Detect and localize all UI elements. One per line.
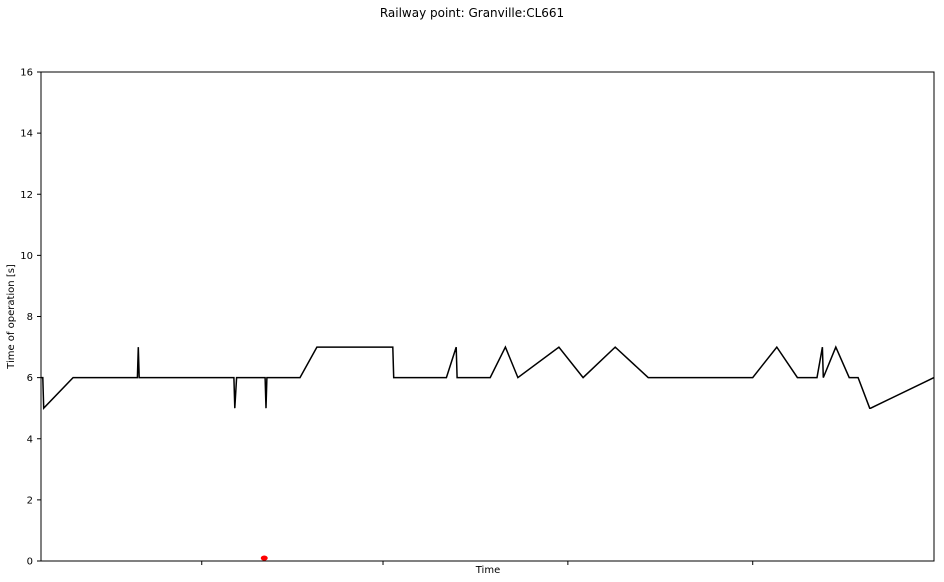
y-tick-label: 2 [27,495,33,506]
y-axis: 0 2 4 6 8 10 12 14 16 [20,68,41,568]
chart-title: Railway point: Granville:CL661 [380,6,564,20]
x-axis-label: Time [475,565,500,576]
y-axis-label: Time of operation [s] [6,264,17,370]
y-tick-label: 10 [20,251,33,262]
y-tick-label: 4 [27,434,33,445]
event-marker [260,555,268,561]
plot-area [41,345,935,561]
y-tick-label: 0 [27,557,33,568]
y-tick-label: 16 [20,68,33,79]
plot-frame [40,71,935,562]
series-line [41,345,935,411]
x-axis [201,561,754,565]
y-tick-label: 8 [27,312,33,323]
y-tick-label: 6 [27,373,33,384]
y-tick-label: 14 [20,129,33,140]
y-tick-label: 12 [20,190,33,201]
